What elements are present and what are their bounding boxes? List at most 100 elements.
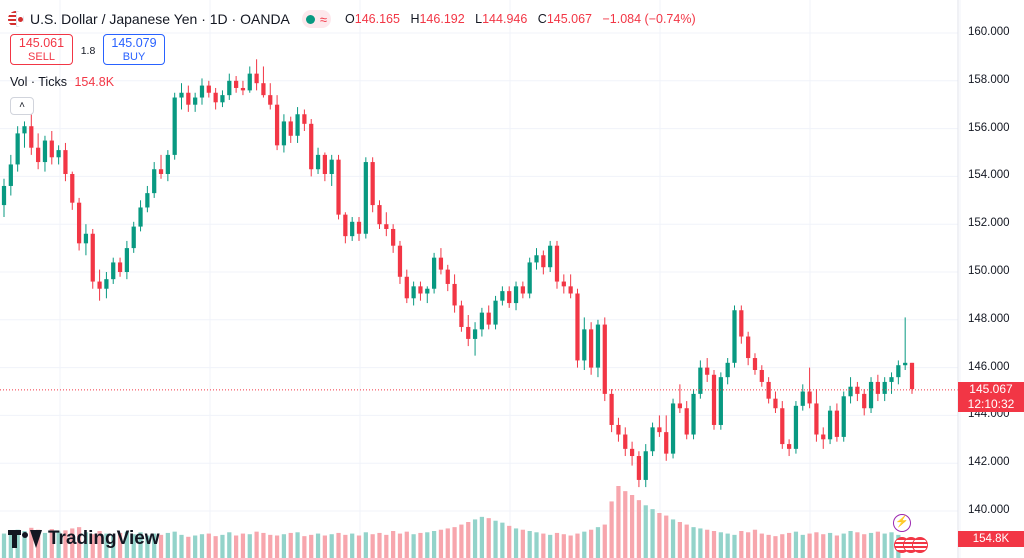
candle-body bbox=[739, 310, 744, 337]
buy-label: BUY bbox=[122, 51, 146, 63]
candle-body bbox=[438, 257, 444, 270]
volume-bar bbox=[643, 505, 648, 558]
symbol-legend: U.S. Dollar / Japanese Yen · 1D · OANDA … bbox=[8, 8, 703, 30]
volume-bar bbox=[8, 532, 13, 558]
candle-body bbox=[657, 427, 662, 433]
candle-body bbox=[274, 104, 280, 146]
volume-bar bbox=[677, 522, 682, 558]
market-status-pill[interactable]: ≈ bbox=[301, 10, 332, 28]
candle-body bbox=[541, 255, 546, 268]
candle-body bbox=[636, 456, 642, 480]
volume-bar bbox=[513, 528, 519, 558]
volume-bar bbox=[793, 531, 799, 558]
volume-bar bbox=[268, 534, 273, 558]
candle-body bbox=[848, 386, 853, 397]
economic-events-icon[interactable] bbox=[894, 537, 928, 555]
volume-bar bbox=[718, 532, 723, 558]
candle-body bbox=[759, 369, 764, 382]
price-tick-label: 158.000 bbox=[968, 73, 1010, 86]
candle-body bbox=[158, 169, 164, 175]
volume-bar bbox=[42, 532, 48, 558]
candle-body bbox=[554, 245, 560, 282]
price-tick-label: 160.000 bbox=[968, 26, 1010, 38]
candle-body bbox=[391, 228, 396, 246]
volume-bar bbox=[254, 531, 259, 558]
volume-bar bbox=[213, 536, 218, 558]
candle-body bbox=[602, 324, 607, 394]
volume-bar bbox=[814, 532, 819, 558]
candle-body bbox=[855, 386, 860, 394]
candle-body bbox=[527, 262, 532, 294]
candle-body bbox=[684, 408, 689, 435]
candle-body bbox=[186, 92, 191, 105]
volume-bar bbox=[56, 531, 61, 558]
symbol-title[interactable]: U.S. Dollar / Japanese Yen · 1D · OANDA bbox=[30, 11, 290, 27]
candle-body bbox=[384, 224, 389, 229]
candle-body bbox=[254, 73, 259, 84]
lightning-icon[interactable]: ⚡ bbox=[893, 514, 911, 532]
candle-body bbox=[213, 92, 218, 103]
volume-bar bbox=[602, 524, 607, 558]
volume-bar bbox=[206, 533, 211, 558]
volume-bar bbox=[650, 509, 655, 558]
candle-body bbox=[111, 262, 116, 280]
candle-body bbox=[479, 312, 485, 330]
low-value: 144.946 bbox=[482, 12, 528, 26]
candle-body bbox=[814, 403, 819, 435]
collapse-legend-button[interactable]: ˄ bbox=[10, 97, 34, 115]
tradingview-logo[interactable]: TradingView bbox=[8, 528, 160, 550]
volume-bar bbox=[322, 535, 327, 558]
volume-bar bbox=[807, 533, 812, 558]
volume-bar bbox=[49, 529, 54, 558]
candle-body bbox=[302, 114, 307, 124]
chevron-up-icon: ˄ bbox=[19, 100, 25, 111]
sell-button[interactable]: 145.061 SELL bbox=[10, 34, 73, 65]
candle-body bbox=[629, 448, 635, 457]
candle-body bbox=[725, 362, 730, 378]
candle-body bbox=[882, 381, 887, 394]
candle-body bbox=[486, 312, 491, 325]
candle-body bbox=[329, 159, 334, 175]
candle-body bbox=[875, 381, 880, 394]
volume-bar bbox=[138, 532, 143, 558]
volume-bar bbox=[472, 519, 478, 558]
volume-bar bbox=[172, 531, 177, 558]
volume-bar bbox=[746, 532, 751, 558]
candle-body bbox=[288, 121, 293, 136]
candle-body bbox=[520, 286, 525, 294]
candle-body bbox=[152, 169, 157, 194]
volume-bar bbox=[834, 535, 840, 558]
candle-body bbox=[868, 381, 874, 409]
candle-body bbox=[664, 432, 669, 454]
volume-bar bbox=[193, 535, 198, 558]
volume-bar bbox=[411, 534, 416, 558]
volume-bar bbox=[186, 536, 191, 558]
volume-bar bbox=[377, 532, 382, 558]
volume-bar bbox=[220, 534, 225, 558]
candle-body bbox=[718, 377, 723, 425]
volume-legend[interactable]: Vol · Ticks 154.8K bbox=[10, 75, 114, 89]
buy-button[interactable]: 145.079 BUY bbox=[103, 34, 165, 65]
candlestick-series bbox=[1, 59, 915, 488]
volume-bar bbox=[76, 527, 82, 558]
candle-body bbox=[705, 367, 710, 375]
volume-bar bbox=[350, 533, 355, 558]
candle-body bbox=[889, 377, 894, 382]
candle-body bbox=[534, 255, 539, 263]
price-tick-label: 140.000 bbox=[968, 504, 1010, 516]
volume-bar bbox=[500, 522, 505, 558]
candle-body bbox=[8, 164, 13, 186]
candle-body bbox=[350, 221, 355, 237]
close-key: C bbox=[537, 12, 547, 26]
candle-body bbox=[199, 85, 205, 98]
volume-bar bbox=[664, 515, 669, 558]
volume-bar bbox=[800, 534, 805, 558]
volume-bar bbox=[281, 534, 287, 558]
candle-body bbox=[909, 362, 915, 390]
spread-value: 1.8 bbox=[80, 45, 96, 57]
volume-bar bbox=[527, 531, 532, 558]
volume-bar bbox=[670, 519, 676, 558]
volume-bar bbox=[616, 486, 621, 558]
volume-bar bbox=[15, 529, 20, 558]
